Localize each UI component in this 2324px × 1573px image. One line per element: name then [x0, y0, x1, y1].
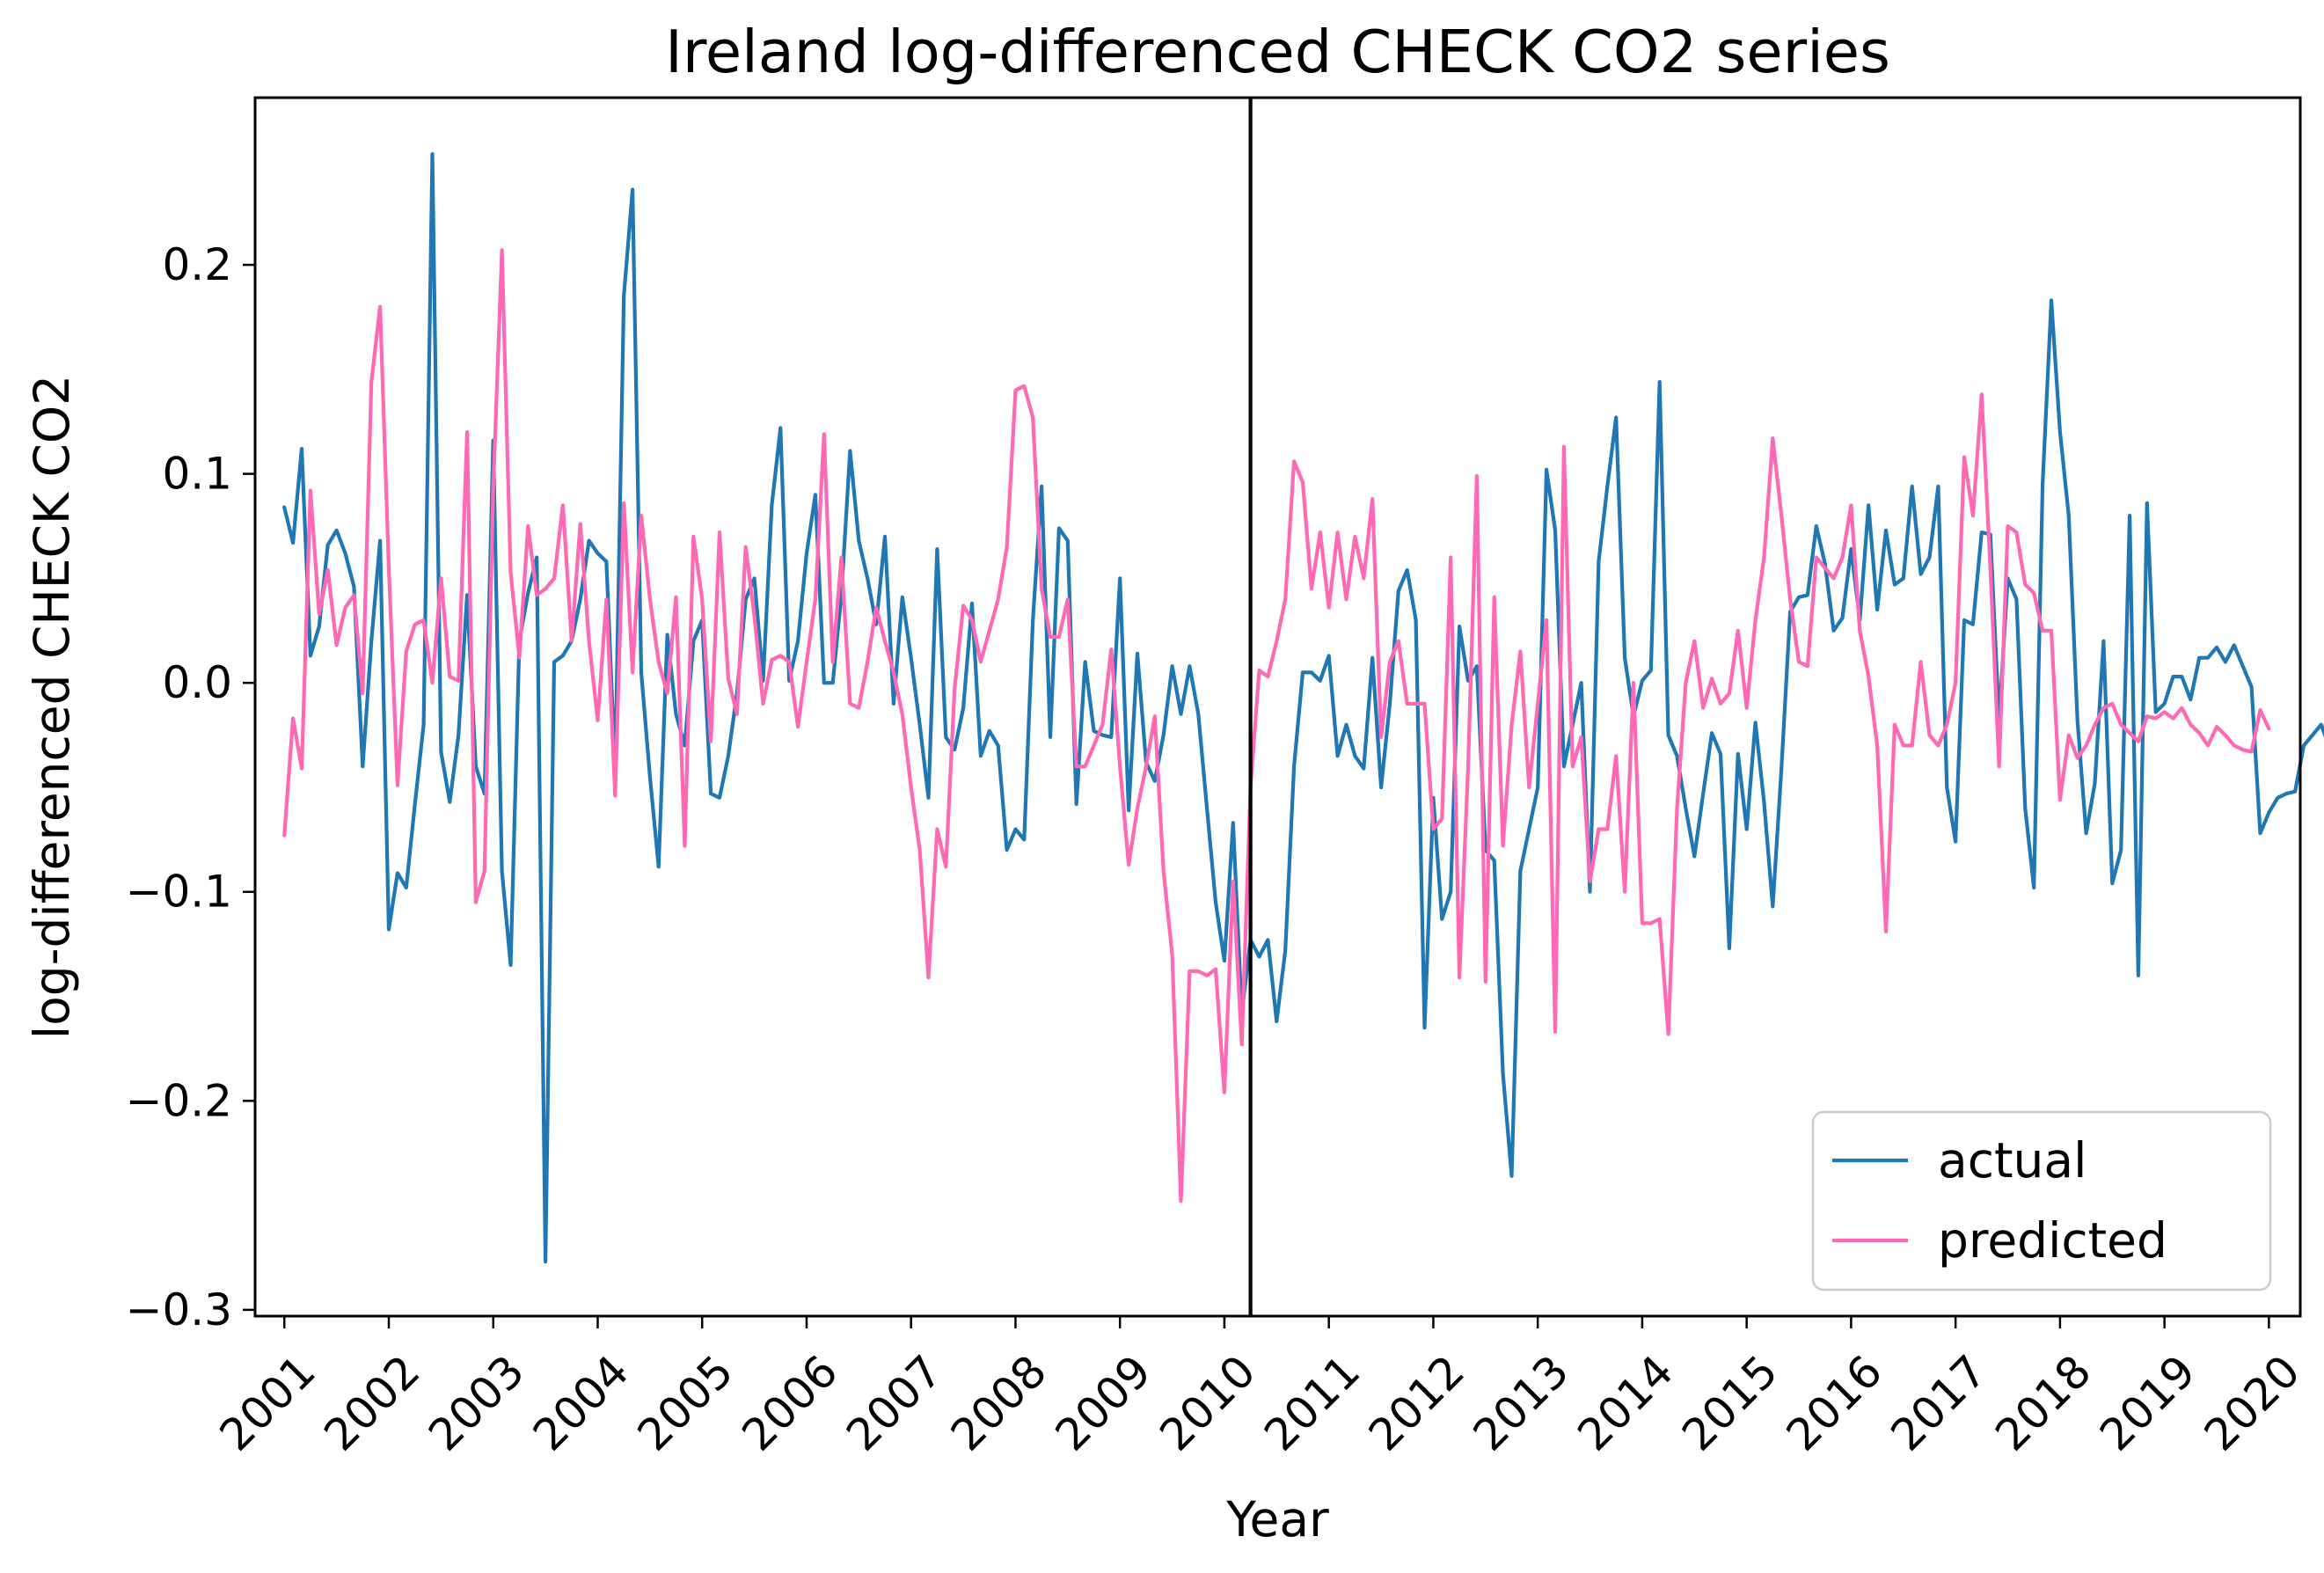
y-tick-label: −0.2 — [126, 1075, 232, 1126]
legend-box — [1811, 1110, 2272, 1291]
plot-frame — [253, 96, 2302, 1318]
legend: actual predicted — [1811, 1110, 2272, 1291]
y-tick-label: 0.0 — [162, 657, 232, 708]
y-tick-label: 0.1 — [162, 449, 232, 500]
y-tick-label: −0.3 — [126, 1284, 232, 1335]
chart-title: Ireland log-differenced CHECK CO2 series — [665, 18, 1890, 86]
x-axis-label: Year — [1225, 1491, 1329, 1547]
series-line-predicted — [282, 248, 2271, 1204]
plot-series — [282, 98, 2324, 1316]
legend-label-predicted: predicted — [1938, 1212, 2167, 1269]
y-axis-label: log-differenced CHECK CO2 — [24, 375, 80, 1039]
y-tick-label: 0.2 — [162, 239, 232, 290]
y-tick-label: −0.1 — [126, 867, 232, 918]
legend-label-actual: actual — [1938, 1132, 2086, 1189]
y-axis: 0.2 0.1 0.0 −0.1 −0.2 −0.3 — [126, 239, 255, 1335]
